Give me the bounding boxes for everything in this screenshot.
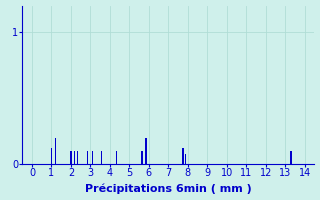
Bar [51, 148, 52, 164]
X-axis label: Précipitations 6min ( mm ): Précipitations 6min ( mm ) [85, 184, 252, 194]
Bar [55, 138, 56, 164]
Bar [185, 154, 187, 164]
Bar [141, 151, 143, 164]
Bar [74, 151, 75, 164]
Bar [291, 151, 292, 164]
Bar [92, 151, 93, 164]
Bar [116, 151, 117, 164]
Bar [77, 151, 78, 164]
Bar [87, 151, 88, 164]
Bar [145, 138, 147, 164]
Bar [100, 151, 102, 164]
Bar [70, 151, 72, 164]
Bar [182, 148, 184, 164]
